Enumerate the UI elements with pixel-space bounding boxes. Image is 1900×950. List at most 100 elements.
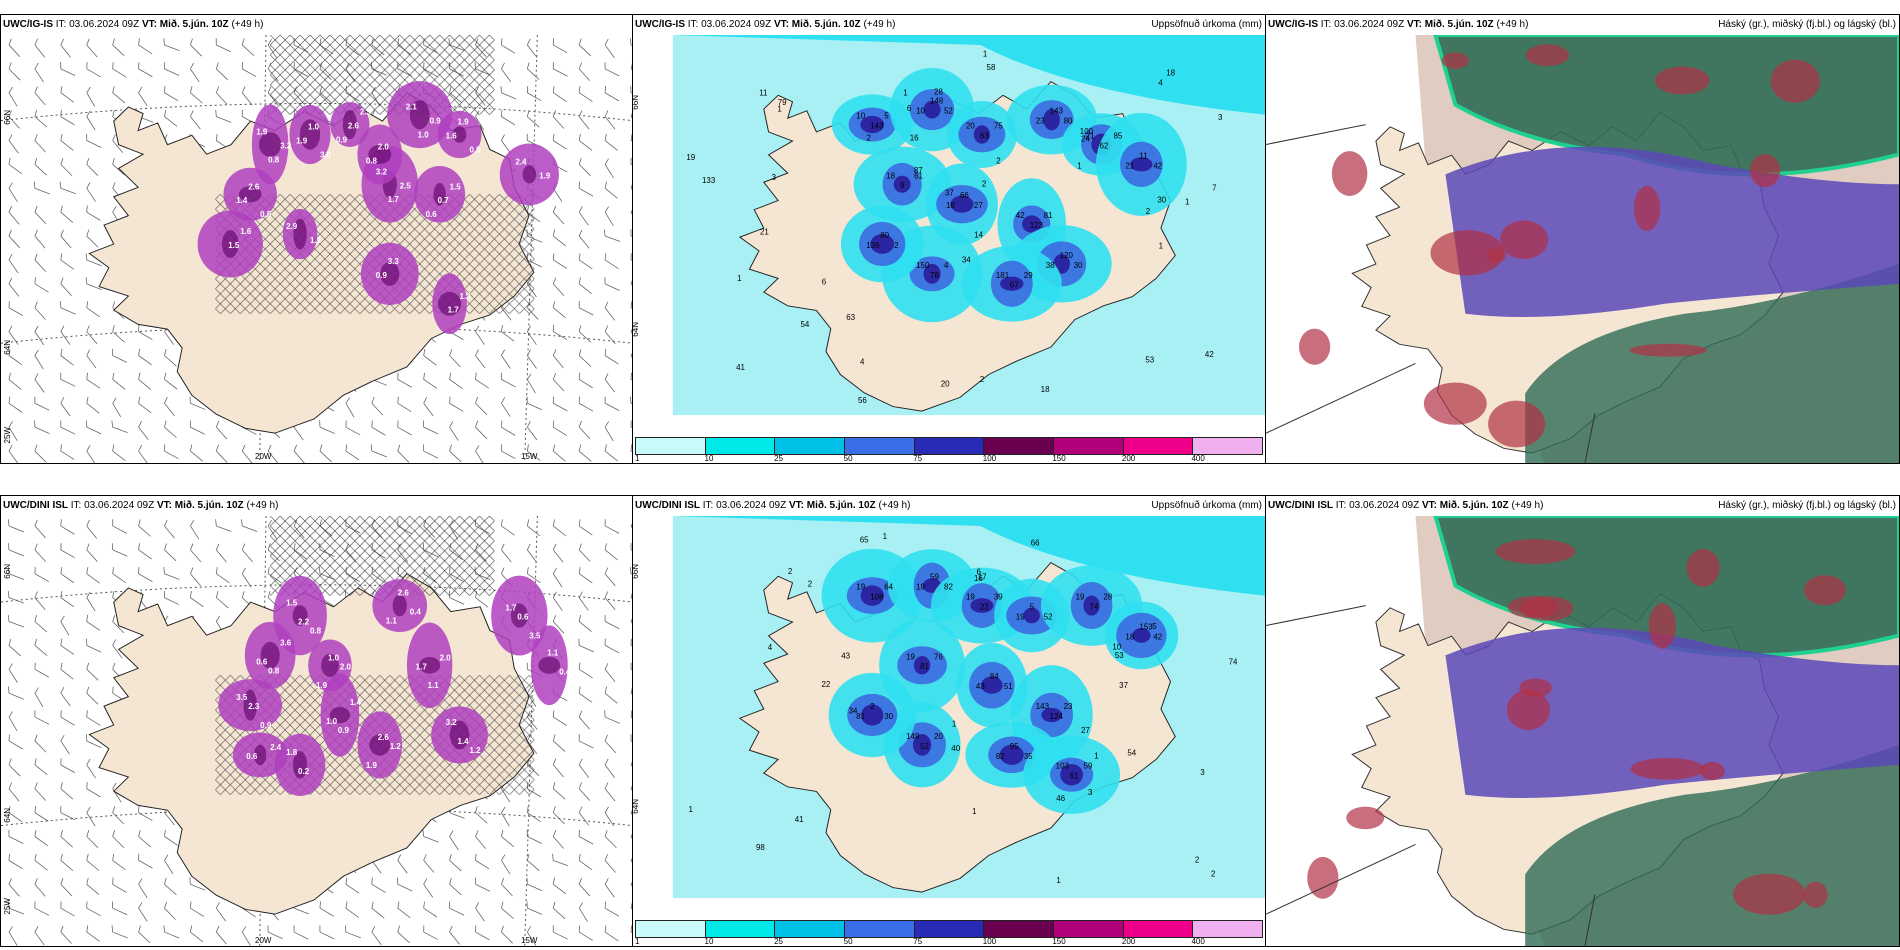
wind-barb (215, 543, 227, 563)
wind-barb (8, 38, 21, 57)
wind-barb (34, 373, 45, 393)
wind-barb (8, 711, 18, 732)
wind-barb (552, 877, 567, 895)
wind-barb (138, 396, 152, 414)
precip-value: 42 (1205, 350, 1214, 359)
wind-barb (8, 638, 22, 657)
colorbar-tick: 100 (982, 454, 997, 463)
precip-value: 19 (906, 652, 915, 661)
wind-barb (190, 925, 204, 943)
colorbar-cell (636, 438, 706, 454)
precip-value: 133 (702, 176, 716, 185)
precip-value: 23 (1036, 117, 1045, 126)
wind-barb (138, 805, 153, 821)
precip-value: 19 (1016, 612, 1025, 621)
precip-value: 30 (1074, 261, 1083, 270)
wind-barb (630, 567, 632, 580)
thickness-map[interactable]: 1.5 1.0 3.6 3.5 2.6 2.0 3.2 2.6 1.4 1.7 1.1 2.4 1.8 2… (1, 516, 632, 946)
wind-barb (215, 925, 227, 945)
wind-barb (630, 878, 632, 899)
wind-barb (86, 157, 99, 176)
precip-value: 76 (934, 652, 943, 661)
colorbar-cell (984, 438, 1055, 454)
wind-barb (526, 901, 543, 915)
wind-barb (552, 710, 567, 726)
wind-barb (86, 133, 102, 148)
thickness-value: 0.9 (260, 721, 272, 730)
wind-barb (8, 758, 21, 777)
wind-barb (552, 38, 568, 54)
precip-core (1023, 607, 1040, 624)
precip-value: 59 (930, 573, 939, 582)
low-cloud-area (1686, 549, 1720, 587)
wind-barb (138, 567, 153, 582)
wind-barb (138, 348, 152, 366)
wind-barb (86, 62, 101, 78)
wind-barb (164, 109, 178, 127)
wind-barb (604, 591, 616, 611)
precip-value: 53 (1115, 651, 1124, 660)
wind-barb (138, 925, 151, 944)
thickness-value: 0.9 (376, 271, 388, 280)
wind-barb (397, 396, 412, 413)
precip-value: 58 (987, 63, 996, 72)
wind-barb (423, 878, 434, 898)
wind-barb (526, 926, 537, 946)
wind-barb (86, 853, 100, 871)
thickness-core (293, 218, 307, 250)
wind-barb (86, 519, 98, 539)
wind-barb (112, 853, 126, 871)
lat-label-66: 66N (632, 564, 640, 579)
precip-map[interactable]: 19 19 19 19 19 18 19 43 143 82 149 81 103 108 59 22 5 74 1… (633, 516, 1265, 918)
thickness-value: 2.5 (400, 181, 412, 190)
precip-value: 2 (982, 180, 987, 189)
wind-barb (138, 324, 153, 340)
wind-barb (59, 181, 76, 195)
wind-barb (164, 854, 174, 875)
wind-barb (85, 253, 102, 267)
thickness-core (452, 126, 467, 143)
precip-value: 22 (821, 680, 830, 689)
thickness-core (299, 119, 321, 150)
precip-value: 80 (1064, 117, 1073, 126)
lat-label-64: 64N (3, 340, 12, 355)
cloud-map[interactable] (1266, 35, 1899, 463)
wind-barb (371, 925, 382, 946)
precip-value: 3 (1088, 788, 1093, 797)
lat-label-66: 66N (3, 110, 12, 125)
precip-value: 11 (1139, 151, 1148, 160)
wind-barb (8, 205, 20, 225)
cloud-map[interactable] (1266, 516, 1899, 946)
thickness-core (329, 706, 351, 724)
precip-map[interactable]: 10 10 20 23 21 21 18 18 42 38 150 136 181 143 148 83 143… (633, 35, 1265, 435)
wind-barb (345, 444, 360, 461)
wind-barb (190, 567, 202, 587)
wind-barb (501, 134, 511, 154)
wind-barb (526, 110, 540, 128)
wind-barb (86, 38, 98, 58)
colorbar-cell (845, 438, 915, 454)
precip-value: 10 (1112, 642, 1121, 651)
wind-barb (630, 854, 632, 875)
panel-precip-row2: UWC/DINI ISL IT: 03.06.2024 09Z VT: Mið.… (632, 495, 1266, 947)
wind-barb (630, 301, 632, 318)
wind-barb (267, 925, 283, 940)
wind-barb (578, 396, 594, 412)
wind-barb (423, 444, 439, 459)
wind-barb (8, 396, 23, 413)
precip-value: 1 (952, 720, 957, 729)
thickness-map[interactable]: 1.9 1.0 2.3 2.1 1.9 1.5 3.2 2.6 1.6 2.9 3.3 1.3 2.4 2… (1, 35, 632, 463)
wind-barb (8, 325, 19, 345)
wind-barb (215, 109, 232, 123)
thickness-core (380, 261, 400, 286)
precip-value: 4 (768, 643, 773, 652)
precip-value: 123 (1030, 221, 1044, 230)
low-cloud-area (1298, 328, 1331, 365)
low-cloud-area (1519, 678, 1552, 698)
wind-barb (578, 181, 594, 197)
precip-value: 6 (822, 277, 827, 286)
wind-barb (630, 372, 632, 389)
wind-barb (86, 662, 99, 681)
wind-barb (526, 62, 540, 80)
wind-barb (526, 86, 542, 102)
